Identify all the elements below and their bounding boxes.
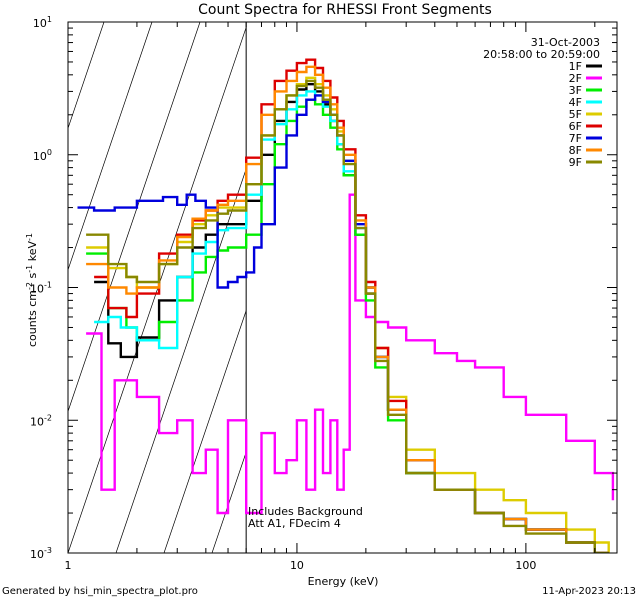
legend-label-6F: 6F [569, 120, 582, 133]
series-line-6F [94, 58, 609, 553]
y-label-exp2: -1 [25, 265, 34, 273]
hatched-region [0, 22, 247, 553]
legend-label-5F: 5F [569, 108, 582, 121]
annotation-background: Includes Background [248, 505, 363, 518]
y-label-exp3: -1 [25, 233, 34, 241]
axis-ticks [67, 22, 617, 554]
legend-label-1F: 1F [569, 60, 582, 73]
legend-label-2F: 2F [569, 72, 582, 85]
legend-label-3F: 3F [569, 84, 582, 97]
y-axis-label: counts cm-2 s-1 keV-1 [25, 233, 39, 347]
hatch-line [68, 22, 153, 271]
obs-date: 31-Oct-2003 [531, 36, 600, 49]
y-label-main: counts cm [26, 290, 39, 347]
chart-title: Count Spectra for RHESSI Front Segments [198, 2, 492, 18]
x-tick-labels: 1 10 100 [65, 559, 537, 572]
y-tick-labels: 101 100 10-1 10-2 10-3 [30, 15, 52, 561]
hatch-line [0, 22, 8, 553]
y-label-mid: s [26, 272, 39, 281]
y-tick-label: 10-3 [30, 546, 52, 561]
y-label-end: keV [26, 241, 39, 265]
series-line-3F [86, 98, 609, 553]
y-label-exp1: -2 [25, 282, 34, 290]
legend-label-4F: 4F [569, 96, 582, 109]
annotation-attenuator: Att A1, FDecim 4 [248, 517, 341, 530]
footer-generated-by: Generated by hsi_min_spectra_plot.pro [2, 586, 198, 597]
y-tick-label: 101 [33, 15, 52, 30]
obs-time-range: 20:58:00 to 20:59:00 [483, 48, 600, 61]
series-line-5F [86, 76, 610, 553]
y-tick-label: 10-2 [30, 413, 52, 428]
hatch-line [163, 309, 247, 553]
x-tick-label: 10 [290, 559, 304, 572]
y-tick-label: 10-1 [30, 281, 52, 296]
series-line-9F [86, 79, 609, 553]
hatch-line [115, 167, 247, 553]
series-layer [77, 58, 615, 553]
y-tick-label: 100 [33, 148, 52, 163]
legend-label-8F: 8F [569, 144, 582, 157]
legend-label-7F: 7F [569, 132, 582, 145]
series-line-2F [86, 193, 615, 515]
hatch-line [211, 451, 247, 553]
x-axis-label: Energy (keV) [308, 575, 379, 588]
x-tick-label: 1 [65, 559, 72, 572]
footer-timestamp: 11-Apr-2023 20:13 [542, 586, 636, 597]
x-tick-label: 100 [515, 559, 536, 572]
series-line-8F [86, 65, 609, 553]
hatch-line [68, 22, 105, 130]
legend-label-9F: 9F [569, 156, 582, 169]
